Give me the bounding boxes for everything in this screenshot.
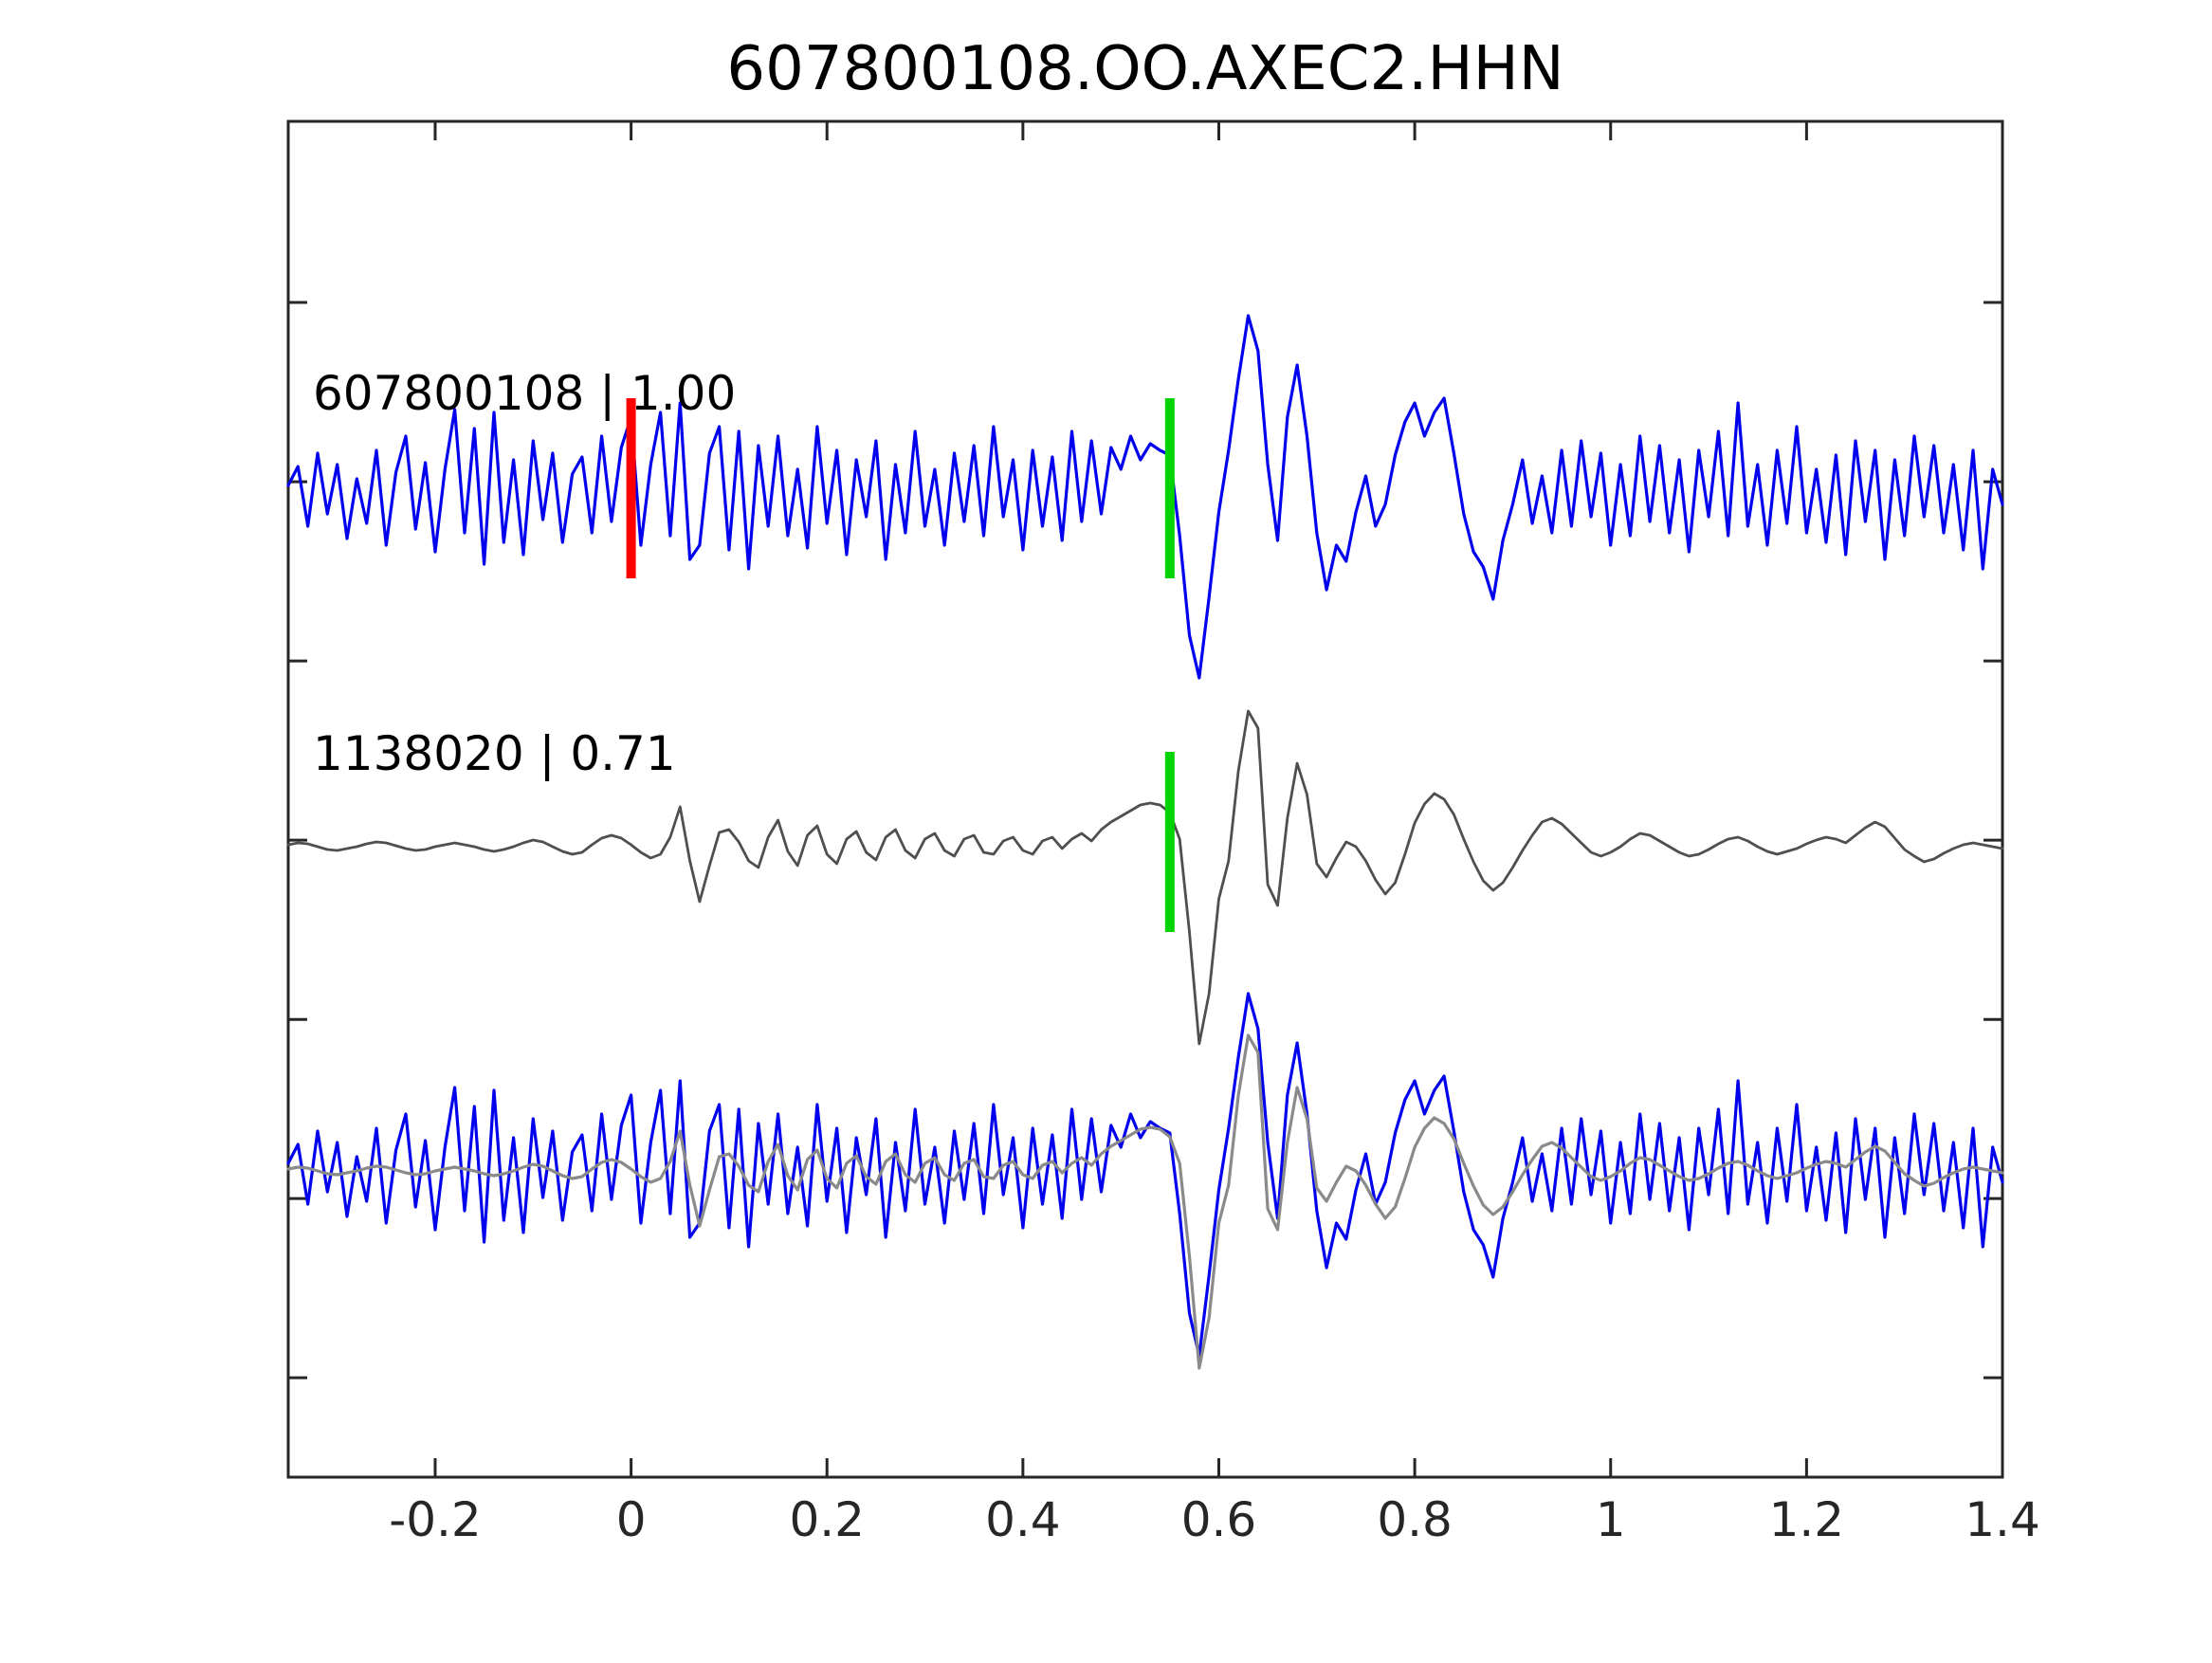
pick-marker-template (1164, 752, 1175, 932)
trace-template-waveform (286, 709, 2004, 1046)
waveform-traces (286, 314, 2004, 1370)
x-tick-label: 1.4 (1965, 1492, 2040, 1547)
axes-frame (286, 119, 2004, 1479)
detection-trace-label: 607800108 | 1.00 (313, 366, 736, 421)
trace-overlay-detection-waveform (286, 992, 2004, 1358)
x-tick-label: 0.6 (1181, 1492, 1257, 1547)
pick-markers (626, 398, 1175, 932)
pick-marker-detection (1164, 398, 1175, 578)
axis-ticks (288, 121, 2004, 1477)
template-trace-label: 1138020 | 0.71 (313, 726, 676, 781)
plot-title: 607800108.OO.AXEC2.HHN (726, 34, 1563, 104)
x-tick-label: 0.8 (1377, 1492, 1453, 1547)
x-tick-label: 1 (1596, 1492, 1626, 1547)
x-tick-label: 0 (616, 1492, 647, 1547)
x-tick-label: 0.4 (985, 1492, 1061, 1547)
x-tick-label: 1.2 (1769, 1492, 1845, 1547)
x-tick-label: 0.2 (789, 1492, 865, 1547)
trace-detection-waveform (286, 314, 2004, 680)
x-tick-labels: -0.2 0 0.2 0.4 0.6 0.8 1 1.2 1.4 (389, 1492, 2040, 1547)
x-tick-label: -0.2 (389, 1492, 482, 1547)
trace-overlay-template-waveform (286, 1033, 2004, 1370)
origin-time-marker (626, 398, 636, 578)
